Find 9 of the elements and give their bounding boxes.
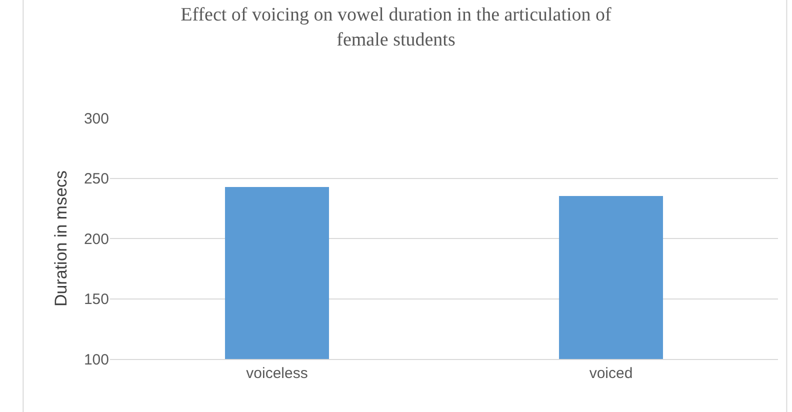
x-tick-label: voiceless (246, 365, 308, 382)
y-tick-label: 300 (84, 110, 109, 128)
y-tick-label: 200 (84, 230, 109, 248)
y-axis-title: Duration in msecs (52, 170, 71, 307)
chart-title: Effect of voicing on vowel duration in the articulation of female students (180, 4, 612, 50)
y-tick-label: 100 (84, 351, 109, 368)
y-tick-label: 250 (84, 170, 109, 188)
x-tick-label: voiced (589, 365, 633, 382)
y-tick-label: 150 (84, 291, 109, 308)
